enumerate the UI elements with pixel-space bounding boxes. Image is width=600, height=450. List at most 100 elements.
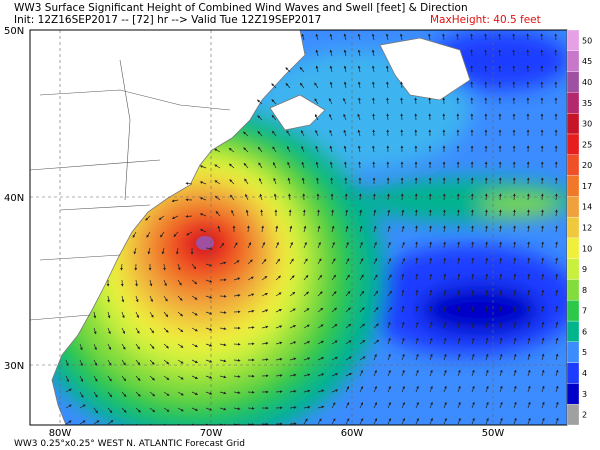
colorbar-label: 12 — [582, 224, 592, 233]
arrow — [442, 209, 446, 217]
arrow — [217, 225, 221, 233]
arrow — [443, 385, 447, 393]
arrow — [163, 359, 170, 365]
arrow — [484, 33, 487, 41]
arrow — [513, 337, 517, 345]
arrow — [214, 148, 221, 153]
arrow — [107, 359, 112, 366]
arrow — [219, 343, 227, 347]
arrow — [231, 209, 235, 217]
arrow — [401, 353, 405, 361]
arrow — [429, 225, 432, 233]
arrow — [149, 295, 153, 303]
arrow — [541, 385, 545, 393]
storm-center — [196, 236, 214, 250]
arrow — [555, 401, 559, 409]
arrow — [498, 49, 502, 57]
arrow — [401, 385, 405, 393]
arrow — [331, 340, 338, 345]
arrow — [272, 146, 277, 153]
arrow — [303, 274, 309, 281]
arrow — [199, 213, 207, 217]
arrow — [429, 257, 433, 265]
arrow — [373, 258, 378, 265]
arrow — [289, 225, 293, 233]
arrow — [275, 325, 283, 329]
arrow — [399, 33, 403, 41]
arrow — [107, 311, 111, 319]
arrow — [443, 305, 447, 313]
arrow — [343, 129, 347, 137]
arrow — [345, 290, 351, 297]
arrow — [541, 337, 545, 345]
arrow — [401, 289, 405, 297]
arrow — [527, 273, 531, 281]
arrow — [177, 407, 184, 412]
arrow — [471, 257, 475, 265]
arrow — [429, 305, 433, 313]
arrow — [527, 209, 530, 217]
arrow — [329, 81, 333, 89]
arrow — [219, 359, 227, 363]
arrow — [286, 130, 291, 137]
arrow — [121, 343, 126, 350]
arrow — [471, 401, 475, 409]
arrow — [387, 225, 391, 233]
colorbar-label: 30 — [582, 120, 592, 129]
arrow — [177, 279, 182, 286]
arrow — [135, 359, 141, 366]
arrow — [191, 391, 199, 395]
arrow — [315, 161, 319, 169]
arrow — [261, 309, 269, 313]
arrow — [499, 209, 502, 217]
colorbar-label: 40 — [582, 78, 592, 87]
arrow — [345, 372, 352, 377]
arrow — [415, 369, 419, 377]
arrow — [457, 385, 461, 393]
arrow — [314, 98, 319, 105]
arrow — [345, 402, 350, 409]
colorbar-swatch — [566, 279, 580, 301]
arrow — [289, 258, 294, 265]
arrow — [371, 33, 375, 41]
arrow — [233, 242, 238, 249]
arrow — [513, 321, 517, 329]
arrow — [555, 305, 559, 313]
arrow — [485, 417, 489, 425]
arrow — [301, 161, 305, 169]
arrow — [527, 257, 531, 265]
arrow — [317, 357, 325, 361]
arrow — [158, 215, 165, 220]
arrow — [317, 324, 324, 329]
arrow — [149, 279, 153, 287]
arrow — [387, 337, 391, 345]
arrow — [345, 274, 350, 281]
arrow — [79, 404, 86, 409]
arrow — [541, 321, 545, 329]
arrow — [513, 289, 517, 297]
arrow — [541, 209, 544, 217]
arrow — [470, 209, 474, 217]
arrow — [257, 131, 263, 137]
arrow — [289, 406, 297, 409]
arrow — [359, 225, 363, 233]
arrow — [541, 353, 545, 361]
arrow — [415, 417, 419, 425]
arrow — [414, 97, 418, 105]
arrow — [177, 423, 184, 425]
borders — [30, 59, 231, 321]
arrow — [135, 327, 140, 334]
arrow — [287, 177, 291, 185]
arrow — [257, 99, 263, 105]
arrow — [387, 209, 391, 217]
arrow — [541, 241, 544, 249]
arrow — [541, 273, 545, 281]
arrow — [331, 225, 335, 233]
arrow — [443, 273, 447, 281]
arrow — [555, 353, 559, 361]
arrow — [485, 369, 489, 377]
arrow — [401, 241, 405, 249]
arrow — [185, 214, 193, 218]
arrow — [317, 258, 322, 265]
